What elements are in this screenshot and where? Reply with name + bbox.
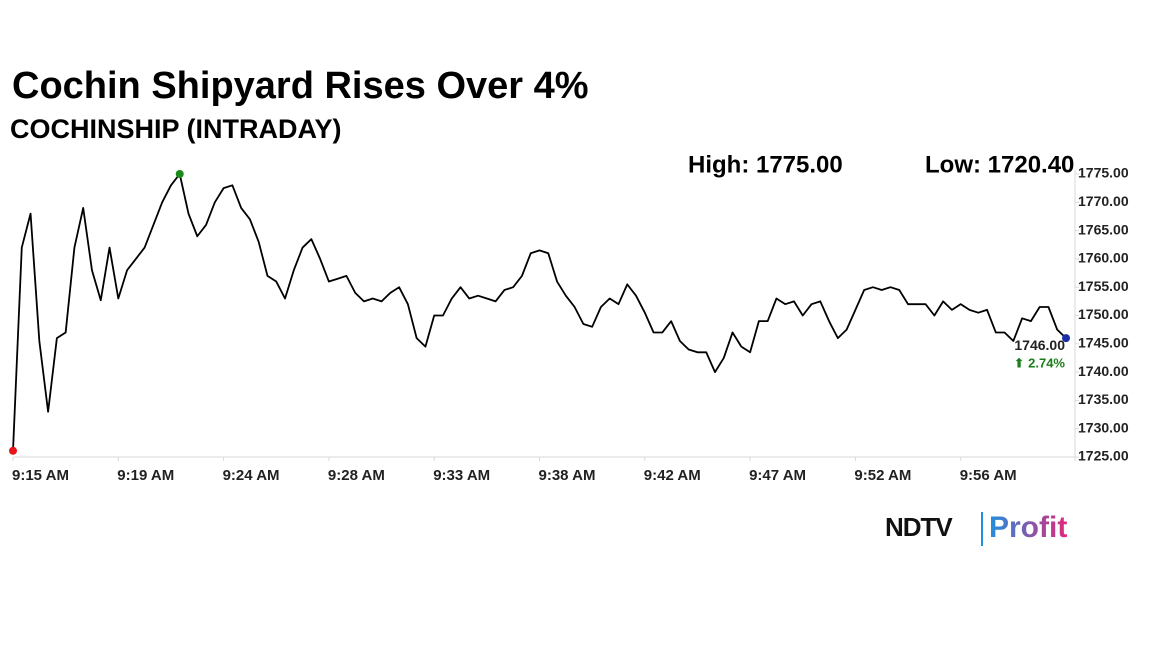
chart-subtitle: COCHINSHIP (INTRADAY)	[10, 114, 342, 144]
change-label: ⬆ 2.74%	[1014, 356, 1066, 371]
y-tick-label: 1735.00	[1078, 391, 1129, 407]
low-label: Low: 1720.40	[925, 151, 1074, 178]
y-tick-label: 1755.00	[1078, 278, 1129, 294]
x-tick-label: 9:38 AM	[539, 467, 596, 484]
x-tick-label: 9:56 AM	[960, 467, 1017, 484]
x-tick-label: 9:52 AM	[854, 467, 911, 484]
x-tick-label: 9:24 AM	[223, 467, 280, 484]
y-tick-label: 1765.00	[1078, 221, 1129, 237]
x-tick-label: 9:42 AM	[644, 467, 701, 484]
high-label: High: 1775.00	[688, 151, 843, 178]
y-tick-label: 1745.00	[1078, 335, 1129, 351]
y-tick-label: 1750.00	[1078, 306, 1129, 322]
x-tick-label: 9:47 AM	[749, 467, 806, 484]
x-tick-label: 9:28 AM	[328, 467, 385, 484]
y-tick-label: 1730.00	[1078, 419, 1129, 435]
y-tick-label: 1740.00	[1078, 363, 1129, 379]
start-marker	[9, 446, 17, 455]
x-tick-label: 9:19 AM	[117, 467, 174, 484]
last-price-label: 1746.00	[1014, 337, 1065, 353]
logo-brand: NDTV	[885, 512, 953, 542]
x-tick-label: 9:33 AM	[433, 467, 490, 484]
y-tick-label: 1760.00	[1078, 250, 1129, 266]
price-line	[12, 173, 1067, 451]
logo-product: Profit	[989, 511, 1067, 544]
y-tick-label: 1725.00	[1078, 448, 1129, 464]
chart-title: Cochin Shipyard Rises Over 4%	[12, 65, 589, 107]
x-tick-label: 9:15 AM	[12, 467, 69, 484]
y-tick-label: 1770.00	[1078, 193, 1129, 209]
end-marker	[1062, 334, 1070, 343]
y-tick-label: 1775.00	[1078, 165, 1129, 181]
high-marker	[175, 170, 184, 178]
